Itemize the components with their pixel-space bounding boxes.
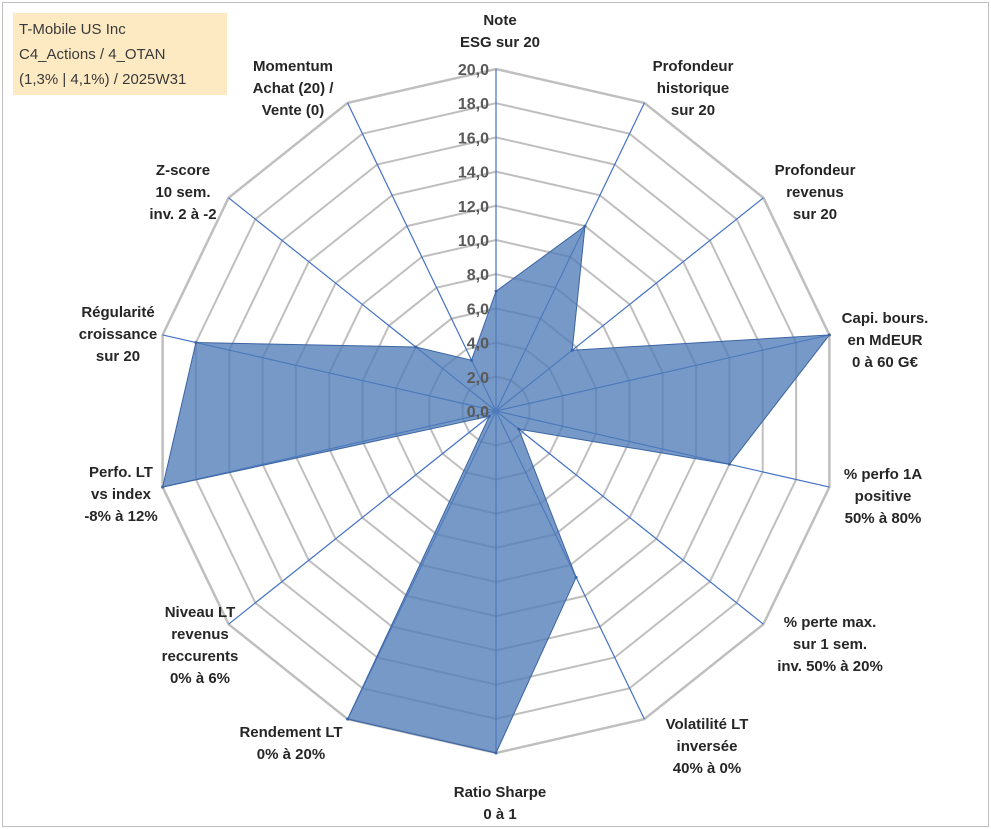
axis-label-6-line-0: Volatilité LT	[666, 716, 749, 733]
axis-label-2-line-0: Profondeur	[775, 162, 856, 179]
axis-label-9-line-3: 0% à 6%	[170, 670, 230, 687]
axis-label-7: Ratio Sharpe 0 à 1	[454, 784, 547, 823]
tick-label-6: 12,0	[458, 199, 489, 216]
data-point-7	[494, 751, 498, 755]
tick-label-2: 4,0	[467, 336, 489, 353]
title-line-company: T-Mobile US Inc	[19, 21, 126, 38]
axis-label-13-line-1: Achat (20) /	[253, 80, 335, 97]
radar-chart: 0,02,04,06,08,010,012,014,016,018,020,0 …	[79, 12, 929, 823]
series-area-0	[161, 225, 831, 754]
tick-label-0: 0,0	[467, 404, 489, 421]
axis-label-7-line-0: Ratio Sharpe	[454, 784, 547, 801]
axis-label-2-line-1: revenus	[786, 184, 844, 201]
axis-label-1: Profondeur historique sur 20	[653, 58, 734, 119]
axis-label-2-line-2: sur 20	[793, 206, 837, 223]
axis-label-4-line-1: positive	[855, 488, 912, 505]
axis-label-7-line-1: 0 à 1	[483, 806, 516, 823]
tick-label-10: 20,0	[458, 62, 489, 79]
data-point-9	[487, 414, 491, 418]
tick-label-1: 2,0	[467, 370, 489, 387]
data-point-5	[517, 427, 521, 431]
axis-label-11-line-0: Régularité	[81, 304, 154, 321]
axis-label-1-line-0: Profondeur	[653, 58, 734, 75]
axis-label-10-line-0: Perfo. LT	[89, 464, 153, 481]
axis-label-5: % perte max. sur 1 sem. inv. 50% à 20%	[777, 614, 883, 675]
axis-label-13-line-2: Vente (0)	[262, 102, 325, 119]
axis-label-8: Rendement LT 0% à 20%	[239, 724, 342, 763]
axis-label-10-line-1: vs index	[91, 486, 152, 503]
tick-label-7: 14,0	[458, 165, 489, 182]
axis-label-3: Capi. bours. en MdEUR 0 à 60 G€	[842, 310, 929, 371]
axis-label-13-line-0: Momentum	[253, 58, 333, 75]
radar-tick-labels: 0,0 2,0 4,0 6,0 8,0 10,0 12,0 14,0 16,0 18,0 20,0	[458, 62, 489, 421]
axis-label-13: Momentum Achat (20) / Vente (0)	[253, 58, 335, 119]
axis-label-5-line-0: % perte max.	[784, 614, 877, 631]
axis-label-9-line-2: reccurents	[162, 648, 239, 665]
axis-label-12: Z-score 10 sem. inv. 2 à -2	[149, 162, 216, 223]
axis-label-12-line-1: 10 sem.	[155, 184, 210, 201]
axis-label-1-line-2: sur 20	[671, 102, 715, 119]
axis-label-3-line-2: 0 à 60 G€	[852, 354, 919, 371]
axis-label-10: Perfo. LT vs index -8% à 12%	[84, 464, 157, 525]
tick-label-4: 8,0	[467, 267, 489, 284]
title-box: T-Mobile US Inc C4_Actions / 4_OTAN (1,3…	[13, 13, 227, 95]
axis-label-1-line-1: historique	[657, 80, 730, 97]
axis-label-3-line-1: en MdEUR	[848, 332, 923, 349]
axis-label-4: % perfo 1A positive 50% à 80%	[844, 466, 923, 527]
axis-label-6-line-2: 40% à 0%	[673, 760, 741, 777]
axis-label-11-line-1: croissance	[79, 326, 157, 343]
radar-axis-labels: Note ESG sur 20 Profondeur historique sur 20…	[79, 12, 929, 823]
axis-label-11-line-2: sur 20	[96, 348, 140, 365]
axis-label-0-line-0: Note	[483, 12, 516, 29]
data-point-8	[346, 717, 350, 721]
radar-series	[161, 224, 831, 755]
axis-label-5-line-1: sur 1 sem.	[793, 636, 867, 653]
axis-label-9-line-1: revenus	[171, 626, 229, 643]
title-line-category: C4_Actions / 4_OTAN	[19, 46, 166, 63]
axis-label-6-line-1: inversée	[677, 738, 738, 755]
spoke-9	[228, 410, 497, 625]
axis-label-0-line-1: ESG sur 20	[460, 34, 540, 51]
data-point-13	[470, 358, 473, 362]
title-line-period: (1,3% | 4,1%) / 2025W31	[19, 71, 187, 88]
data-point-11	[194, 341, 198, 344]
axis-label-12-line-2: inv. 2 à -2	[149, 206, 216, 223]
axis-label-6: Volatilité LT inversée 40% à 0%	[666, 716, 749, 777]
data-point-1	[583, 224, 587, 228]
axis-label-0: Note ESG sur 20	[460, 12, 540, 51]
data-point-10	[161, 485, 165, 489]
axis-label-8-line-1: 0% à 20%	[257, 746, 325, 763]
axis-label-12-line-0: Z-score	[156, 162, 210, 179]
data-point-4	[727, 462, 731, 466]
tick-label-5: 10,0	[458, 233, 489, 250]
data-point-3	[827, 333, 831, 337]
data-point-0	[494, 289, 498, 293]
data-point-2	[570, 348, 574, 352]
axis-label-4-line-2: 50% à 80%	[845, 510, 922, 527]
tick-label-9: 18,0	[458, 96, 489, 113]
data-point-12	[414, 345, 418, 349]
tick-label-8: 16,0	[458, 130, 489, 147]
axis-label-2: Profondeur revenus sur 20	[775, 162, 856, 223]
axis-label-8-line-0: Rendement LT	[239, 724, 342, 741]
axis-label-4-line-0: % perfo 1A	[844, 466, 923, 483]
axis-label-9: Niveau LT revenus reccurents 0% à 6%	[162, 604, 239, 687]
axis-label-10-line-2: -8% à 12%	[84, 508, 157, 525]
spoke-5	[495, 410, 764, 625]
axis-label-9-line-0: Niveau LT	[165, 604, 236, 621]
tick-label-3: 6,0	[467, 301, 489, 318]
axis-label-3-line-0: Capi. bours.	[842, 310, 929, 327]
axis-label-5-line-2: inv. 50% à 20%	[777, 658, 883, 675]
axis-label-11: Régularité croissance sur 20	[79, 304, 157, 365]
data-point-6	[574, 575, 578, 579]
